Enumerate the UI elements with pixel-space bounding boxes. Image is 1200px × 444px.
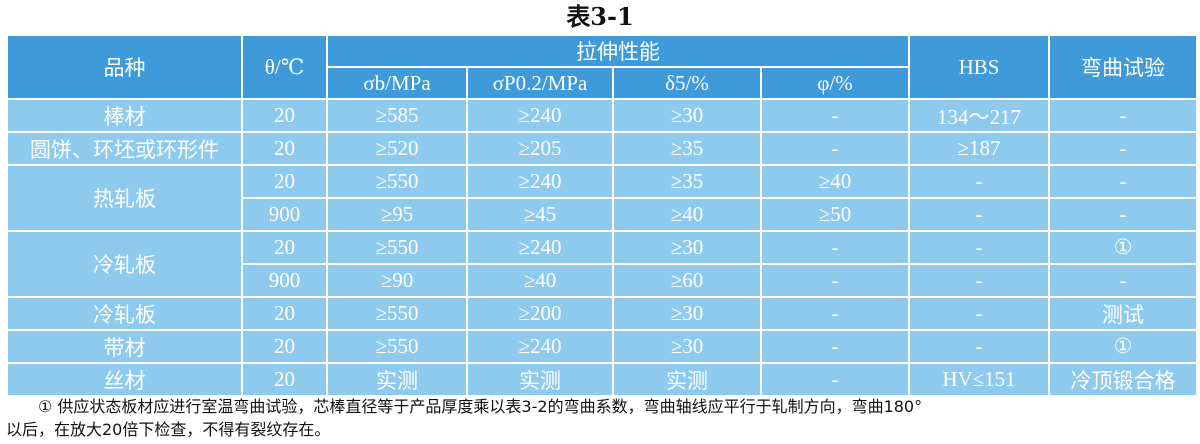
cell-phi: -: [760, 98, 910, 133]
table-title: 表3-1: [566, 2, 634, 31]
footnote-line-1: ① 供应状态板材应进行室温弯曲试验，芯棒直径等于产品厚度乘以表3-2的弯曲系数，…: [38, 397, 923, 416]
cell-sigma-p: ≥205: [466, 131, 614, 166]
cell-sigma-p: ≥240: [466, 230, 614, 265]
cell-product: 棒材: [6, 98, 243, 133]
cell-hbs: ≥187: [908, 131, 1050, 166]
cell-sigma-p: 实测: [466, 362, 614, 397]
cell-temp: 900: [241, 263, 328, 298]
header-variety: 品种: [6, 34, 243, 100]
cell-delta5: ≥30: [612, 296, 762, 331]
cell-bend: -: [1048, 197, 1198, 232]
cell-sigma-b: ≥90: [326, 263, 468, 298]
cell-hbs: -: [908, 296, 1050, 331]
table-row: 900 ≥90 ≥40 ≥60 - - -: [7, 263, 1198, 298]
cell-phi: ≥40: [760, 164, 910, 199]
cell-hbs: -: [908, 263, 1050, 298]
cell-temp: 20: [241, 131, 328, 166]
cell-sigma-p: ≥240: [466, 329, 614, 364]
cell-bend: -: [1048, 98, 1198, 133]
cell-phi: -: [760, 329, 910, 364]
cell-sigma-p: ≥40: [466, 263, 614, 298]
header-delta5: δ5/%: [612, 66, 762, 100]
cell-sigma-p: ≥45: [466, 197, 614, 232]
cell-sigma-b: ≥585: [326, 98, 468, 133]
cell-bend: 测试: [1048, 296, 1198, 331]
cell-bend: ①: [1048, 230, 1198, 265]
header-tensile-properties: 拉伸性能: [326, 34, 910, 68]
cell-temp: 20: [241, 230, 328, 265]
cell-temp: 20: [241, 329, 328, 364]
table-row: 热轧板 20 ≥550 ≥240 ≥35 ≥40 - -: [6, 164, 1198, 232]
cell-delta5: 实测: [612, 362, 762, 397]
cell-delta5: ≥35: [612, 131, 762, 166]
table-row: 冷轧板 20 ≥550 ≥200 ≥30 - - 测试: [6, 296, 1198, 331]
footnote-line-2: 以后，在放大20倍下检查，不得有裂纹存在。: [6, 420, 331, 439]
cell-temp: 900: [241, 197, 328, 232]
cell-delta5: ≥60: [612, 263, 762, 298]
table-row: 带材 20 ≥550 ≥240 ≥30 - - ①: [6, 329, 1198, 364]
cell-hbs: -: [908, 197, 1050, 232]
cell-temp: 20: [241, 164, 328, 199]
cell-delta5: ≥35: [612, 164, 762, 199]
cell-product: 热轧板: [6, 164, 243, 232]
cell-phi: -: [760, 131, 910, 166]
cell-phi: -: [760, 362, 910, 397]
cell-delta5: ≥40: [612, 197, 762, 232]
cell-bend: -: [1048, 164, 1198, 199]
cell-product: 圆饼、环坯或环形件: [6, 131, 243, 166]
cell-phi: -: [760, 263, 910, 298]
cell-phi: -: [760, 230, 910, 265]
cell-phi: -: [760, 296, 910, 331]
cell-sigma-p: ≥240: [466, 98, 614, 133]
cell-sigma-p: ≥200: [466, 296, 614, 331]
cell-sigma-b: ≥520: [326, 131, 468, 166]
header-phi: φ/%: [760, 66, 910, 100]
cell-hbs: -: [908, 164, 1050, 199]
cell-sigma-b: ≥550: [326, 230, 468, 265]
cell-bend: -: [1048, 263, 1198, 298]
header-bend-test: 弯曲试验: [1048, 34, 1198, 100]
cell-sigma-b: 实测: [326, 362, 468, 397]
cell-temp: 20: [241, 362, 328, 397]
cell-delta5: ≥30: [612, 230, 762, 265]
cell-product: 丝材: [6, 362, 243, 397]
cell-sigma-b: ≥550: [326, 329, 468, 364]
cell-sigma-b: ≥95: [326, 197, 468, 232]
table-row: 900 ≥95 ≥45 ≥40 ≥50 - -: [7, 197, 1198, 232]
cell-delta5: ≥30: [612, 329, 762, 364]
cell-temp: 20: [241, 98, 328, 133]
table-row: 冷轧板 20 ≥550 ≥240 ≥30 - - ①: [6, 230, 1198, 298]
cell-sigma-b: ≥550: [326, 296, 468, 331]
cell-hbs: -: [908, 329, 1050, 364]
cell-phi: ≥50: [760, 197, 910, 232]
properties-table: 品种 θ/℃ 拉伸性能 HBS 弯曲试验 σb/MPa σP0.2/MPa δ5…: [6, 34, 1198, 397]
header-temperature: θ/℃: [241, 34, 328, 100]
table-row: 丝材 20 实测 实测 实测 - HV≤151 冷顶锻合格: [6, 362, 1198, 397]
cell-sigma-p: ≥240: [466, 164, 614, 199]
cell-hbs: HV≤151: [908, 362, 1050, 397]
cell-bend: 冷顶锻合格: [1048, 362, 1198, 397]
table-row: 棒材 20 ≥585 ≥240 ≥30 - 134～217 -: [6, 98, 1198, 133]
cell-hbs: 134～217: [908, 98, 1050, 133]
cell-product: 冷轧板: [6, 296, 243, 331]
table-row: 圆饼、环坯或环形件 20 ≥520 ≥205 ≥35 - ≥187 -: [6, 131, 1198, 166]
cell-bend: -: [1048, 131, 1198, 166]
cell-sigma-b: ≥550: [326, 164, 468, 199]
cell-bend: ①: [1048, 329, 1198, 364]
cell-product: 带材: [6, 329, 243, 364]
footnote: ① 供应状态板材应进行室温弯曲试验，芯棒直径等于产品厚度乘以表3-2的弯曲系数，…: [0, 395, 1196, 441]
header-sigma-p02: σP0.2/MPa: [466, 66, 614, 100]
header-hbs: HBS: [908, 34, 1050, 100]
cell-hbs: -: [908, 230, 1050, 265]
cell-delta5: ≥30: [612, 98, 762, 133]
cell-product: 冷轧板: [6, 230, 243, 298]
cell-temp: 20: [241, 296, 328, 331]
header-sigma-b: σb/MPa: [326, 66, 468, 100]
